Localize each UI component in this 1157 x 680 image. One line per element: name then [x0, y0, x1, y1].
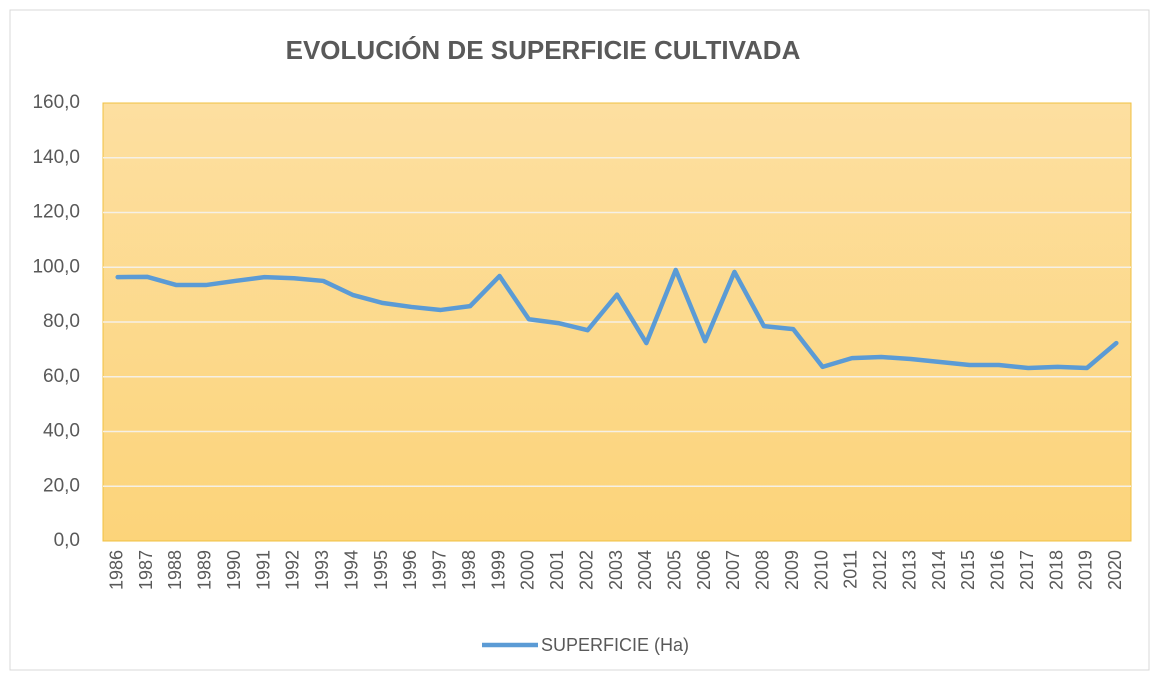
x-tick-label: 1988 [165, 550, 185, 590]
y-tick-label: 100,0 [32, 256, 80, 277]
x-tick-label: 2012 [870, 550, 890, 590]
x-tick-label: 2003 [606, 550, 626, 590]
x-tick-label: 2015 [958, 550, 978, 590]
x-tick-label: 2011 [841, 550, 861, 589]
x-tick-label: 2019 [1076, 550, 1096, 590]
x-tick-label: 1990 [224, 550, 244, 590]
y-tick-label: 160,0 [32, 92, 80, 113]
x-tick-label: 2007 [723, 550, 743, 590]
x-tick-label: 2014 [929, 550, 949, 590]
x-tick-label: 1987 [136, 550, 156, 590]
line [115, 267, 1119, 371]
x-tick-label: 1996 [400, 550, 420, 590]
x-tick-label: 2017 [1017, 550, 1037, 590]
x-tick-label: 2018 [1046, 550, 1066, 590]
x-tick-label: 2002 [576, 550, 596, 590]
x-tick-label: 1998 [459, 550, 479, 590]
x-tick-label: 1994 [341, 550, 361, 590]
x-tick-label: 2010 [811, 550, 831, 590]
x-tick-label: 2009 [782, 550, 802, 590]
x-tick-label: 2000 [518, 550, 538, 590]
y-tick-label: 0,0 [54, 530, 80, 551]
x-tick-label: 1993 [312, 550, 332, 590]
x-tick-label: 2001 [547, 550, 567, 590]
x-tick-label: 1992 [283, 550, 303, 590]
x-tick-label: 2013 [899, 550, 919, 590]
x-tick-label: 1999 [488, 550, 508, 590]
x-tick-label: 1997 [430, 550, 450, 590]
x-tick-label: 2006 [694, 550, 714, 590]
x-tick-label: 2020 [1105, 550, 1125, 590]
y-tick-label: 40,0 [43, 421, 80, 442]
x-tick-label: 2016 [988, 550, 1008, 590]
legend-label: SUPERFICIE (Ha) [541, 635, 689, 655]
y-tick-label: 80,0 [43, 311, 80, 332]
x-tick-label: 1986 [106, 550, 126, 590]
x-tick-label: 1991 [253, 550, 273, 590]
x-tick-label: 1995 [371, 550, 391, 590]
y-tick-label: 20,0 [43, 475, 80, 496]
y-tick-label: 60,0 [43, 366, 80, 387]
y-tick-label: 140,0 [32, 147, 80, 168]
x-tick-label: 2008 [753, 550, 773, 590]
x-tick-label: 1989 [195, 550, 215, 590]
x-tick-label: 2004 [635, 550, 655, 590]
x-tick-label: 2005 [664, 550, 684, 590]
chart-title: EVOLUCIÓN DE SUPERFICIE CULTIVADA [286, 35, 801, 65]
y-tick-label: 120,0 [32, 202, 80, 223]
